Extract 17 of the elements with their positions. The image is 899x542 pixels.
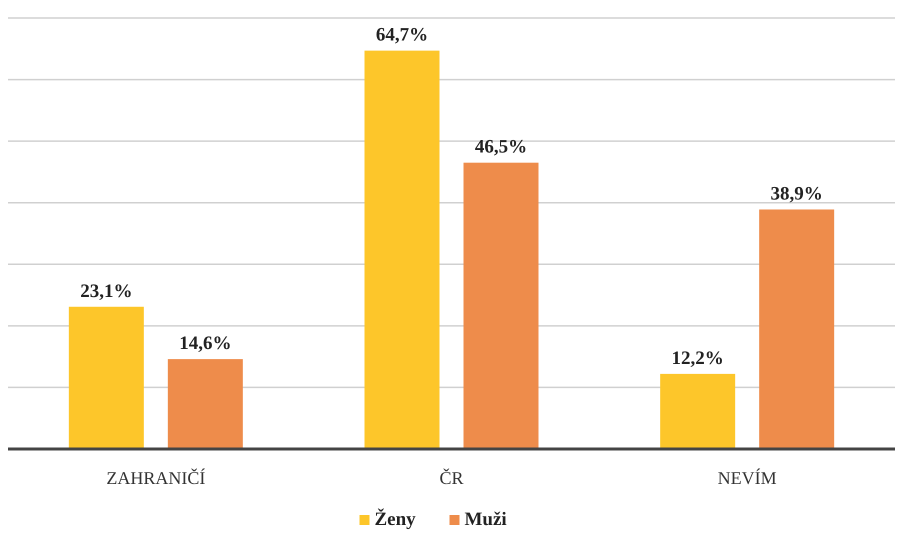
- bar: [364, 50, 440, 449]
- x-tick-label: NEVÍM: [718, 468, 777, 488]
- x-tick-label: ZAHRANIČÍ: [106, 468, 206, 488]
- bar: [68, 306, 144, 449]
- legend-label: Ženy: [374, 508, 416, 530]
- data-label: 46,5%: [474, 136, 528, 158]
- data-label: 14,6%: [179, 333, 232, 354]
- x-tick-label: ČR: [439, 468, 464, 488]
- bar: [464, 162, 538, 449]
- data-label: 38,9%: [770, 183, 823, 204]
- data-label: 64,7%: [376, 24, 428, 46]
- bar: [168, 359, 243, 449]
- data-label: 23,1%: [80, 280, 132, 302]
- bar: [660, 374, 736, 449]
- legend-label: Muži: [464, 509, 507, 530]
- data-label: 12,2%: [672, 348, 724, 369]
- bar: [759, 209, 834, 449]
